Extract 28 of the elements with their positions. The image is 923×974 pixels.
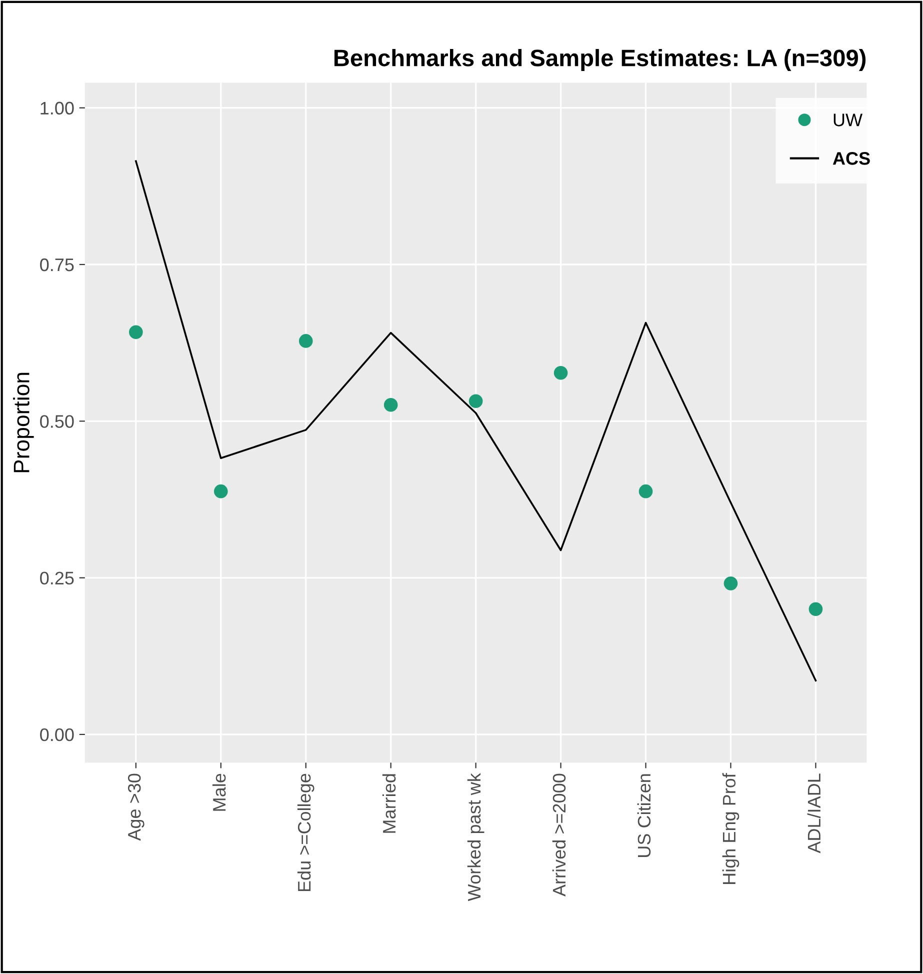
legend-label: ACS (832, 152, 870, 165)
y-axis-title: Proportion (13, 372, 34, 472)
point (128, 325, 143, 340)
x-tick-label: Arrived >=2000 (552, 774, 566, 896)
x-tick-label: Male (212, 774, 226, 811)
x-tick-label: High Eng Prof (722, 773, 740, 884)
point (554, 366, 568, 380)
chart-title: Benchmarks and Sample Estimates: LA (n=309) (334, 49, 866, 72)
point (298, 334, 313, 348)
y-tick-label: 1.00 (40, 102, 74, 115)
x-tick-label: Age >30 (128, 774, 144, 841)
y-tick-label: 0.75 (40, 258, 74, 272)
point (468, 394, 483, 408)
point (638, 484, 653, 498)
y-tick-label: 0.50 (40, 415, 74, 428)
x-tick-label: Married (382, 774, 396, 833)
y-tick-label: 0.25 (40, 572, 74, 585)
point (724, 576, 738, 590)
legend-label: UW (834, 114, 862, 126)
point (808, 602, 823, 616)
y-tick-label: 0.00 (40, 728, 74, 742)
x-tick-label: ADL/IADL (807, 774, 821, 854)
line-series (134, 160, 817, 682)
x-tick-label: US Citizen (637, 774, 651, 857)
point (384, 398, 398, 412)
x-tick-label: Worked past wk (467, 773, 484, 902)
point (214, 484, 228, 498)
x-tick-label: Edu >=College (297, 774, 314, 892)
